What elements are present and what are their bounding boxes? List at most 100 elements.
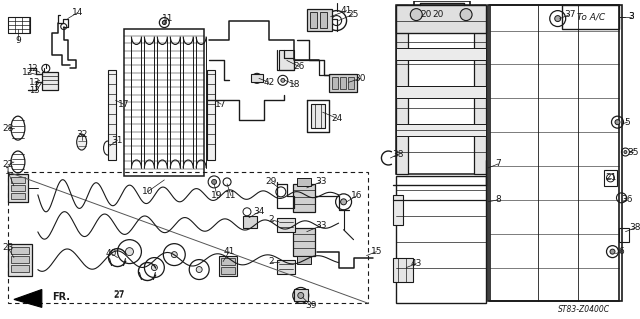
Bar: [340, 77, 346, 89]
Text: 13: 13: [29, 86, 40, 95]
Text: 26: 26: [293, 62, 305, 71]
Bar: [207, 70, 215, 160]
Text: 41: 41: [341, 6, 352, 15]
Text: 1: 1: [5, 167, 11, 176]
Text: 25: 25: [347, 10, 358, 19]
Text: 38: 38: [392, 150, 404, 159]
Text: 18: 18: [289, 80, 301, 89]
Bar: [8, 174, 28, 202]
Circle shape: [212, 179, 216, 184]
Bar: [11, 193, 25, 199]
Bar: [329, 74, 356, 92]
Bar: [221, 258, 235, 264]
Bar: [8, 17, 30, 33]
Text: 19: 19: [211, 191, 223, 200]
Ellipse shape: [77, 134, 86, 150]
Bar: [42, 72, 58, 90]
Text: 16: 16: [351, 191, 362, 200]
Text: 11: 11: [225, 191, 237, 200]
Text: 20: 20: [433, 10, 444, 19]
Circle shape: [172, 252, 177, 258]
Text: 17: 17: [215, 100, 227, 109]
Text: 21: 21: [606, 174, 617, 182]
Circle shape: [298, 293, 304, 299]
Bar: [474, 5, 486, 174]
Bar: [396, 5, 486, 33]
Text: 14: 14: [72, 8, 83, 17]
Text: 33: 33: [315, 177, 326, 186]
Bar: [396, 11, 486, 23]
Bar: [332, 77, 338, 89]
Text: 27: 27: [114, 290, 125, 299]
Text: 30: 30: [355, 74, 366, 83]
Text: 15: 15: [371, 247, 382, 256]
Text: 39: 39: [305, 301, 316, 310]
Text: 5: 5: [625, 118, 630, 127]
Text: 12: 12: [22, 68, 33, 77]
Text: 6: 6: [619, 247, 625, 256]
Text: 36: 36: [621, 195, 633, 204]
Bar: [394, 258, 413, 281]
Bar: [320, 11, 326, 27]
Bar: [8, 172, 369, 303]
Text: 2: 2: [268, 257, 274, 266]
Text: 13: 13: [29, 78, 40, 87]
Bar: [108, 70, 116, 160]
Circle shape: [624, 151, 627, 153]
Bar: [11, 247, 29, 254]
Bar: [11, 185, 25, 191]
Bar: [277, 218, 295, 232]
Text: 35: 35: [628, 147, 639, 157]
Text: 34: 34: [253, 207, 264, 216]
Text: ST83-Z0400C: ST83-Z0400C: [557, 305, 610, 314]
Text: 23: 23: [3, 243, 13, 252]
Bar: [396, 86, 486, 98]
Polygon shape: [14, 289, 42, 308]
Bar: [310, 11, 317, 27]
Bar: [297, 178, 311, 186]
Text: 3: 3: [628, 12, 634, 21]
Circle shape: [152, 264, 157, 271]
Bar: [277, 260, 295, 273]
Text: 20: 20: [420, 10, 432, 19]
Text: 29: 29: [265, 177, 276, 186]
Bar: [279, 50, 294, 70]
Text: 3: 3: [628, 12, 634, 21]
Circle shape: [610, 249, 615, 254]
Text: 38: 38: [630, 223, 640, 232]
Circle shape: [125, 248, 134, 256]
Bar: [125, 28, 204, 176]
Text: 31: 31: [112, 136, 124, 145]
Bar: [394, 195, 403, 225]
Bar: [11, 177, 25, 183]
Bar: [490, 5, 620, 301]
Text: 9: 9: [15, 36, 21, 45]
Circle shape: [410, 9, 422, 20]
Bar: [307, 9, 332, 31]
Text: 37: 37: [564, 10, 575, 19]
Circle shape: [460, 9, 472, 20]
Bar: [488, 5, 623, 301]
Bar: [251, 74, 263, 82]
Bar: [620, 228, 629, 242]
Text: 12: 12: [27, 64, 37, 73]
Bar: [604, 170, 618, 186]
Bar: [8, 244, 32, 276]
Text: 32: 32: [76, 130, 87, 138]
Bar: [11, 256, 29, 263]
Bar: [219, 256, 237, 276]
Circle shape: [281, 78, 285, 82]
Bar: [293, 184, 315, 212]
Text: 42: 42: [263, 78, 275, 87]
Text: 11: 11: [161, 14, 173, 23]
Text: 24: 24: [331, 114, 342, 123]
Text: 17: 17: [118, 100, 129, 109]
Circle shape: [340, 199, 347, 205]
Bar: [396, 5, 408, 174]
Text: 10: 10: [141, 187, 153, 197]
Text: 2: 2: [268, 215, 274, 224]
Bar: [221, 267, 235, 273]
Text: To A/C: To A/C: [577, 12, 605, 21]
Circle shape: [615, 120, 620, 125]
Bar: [396, 176, 486, 303]
